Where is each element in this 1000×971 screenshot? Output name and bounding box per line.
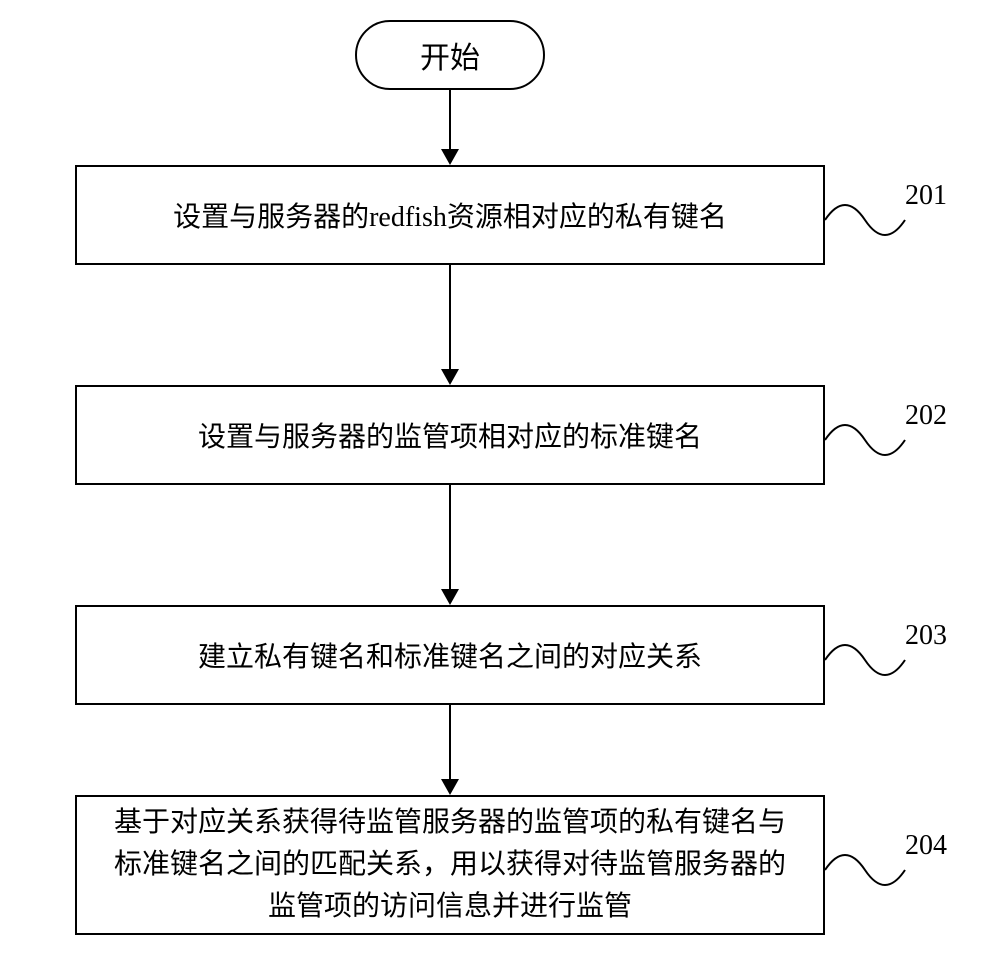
label-203: 203: [905, 620, 947, 652]
arrow-step1-step2: [441, 265, 459, 385]
squiggle-203: [825, 635, 905, 685]
step2-node: 设置与服务器的监管项相对应的标准键名: [75, 385, 825, 485]
arrow-start-step1: [441, 90, 459, 165]
label-204: 204: [905, 830, 947, 862]
start-node: 开始: [355, 20, 545, 90]
flowchart-canvas: 开始 设置与服务器的redfish资源相对应的私有键名 设置与服务器的监管项相对…: [0, 0, 1000, 971]
step3-text: 建立私有键名和标准键名之间的对应关系: [178, 635, 722, 675]
arrow-step3-step4: [441, 705, 459, 795]
step4-text: 基于对应关系获得待监管服务器的监管项的私有键名与标准键名之间的匹配关系，用以获得…: [77, 802, 823, 928]
squiggle-202: [825, 415, 905, 465]
step1-node: 设置与服务器的redfish资源相对应的私有键名: [75, 165, 825, 265]
start-text: 开始: [420, 33, 480, 77]
arrow-step2-step3: [441, 485, 459, 605]
label-202: 202: [905, 400, 947, 432]
squiggle-201: [825, 195, 905, 245]
squiggle-204: [825, 845, 905, 895]
step4-node: 基于对应关系获得待监管服务器的监管项的私有键名与标准键名之间的匹配关系，用以获得…: [75, 795, 825, 935]
step1-text: 设置与服务器的redfish资源相对应的私有键名: [153, 195, 747, 235]
label-201: 201: [905, 180, 947, 212]
step3-node: 建立私有键名和标准键名之间的对应关系: [75, 605, 825, 705]
step2-text: 设置与服务器的监管项相对应的标准键名: [178, 415, 722, 455]
